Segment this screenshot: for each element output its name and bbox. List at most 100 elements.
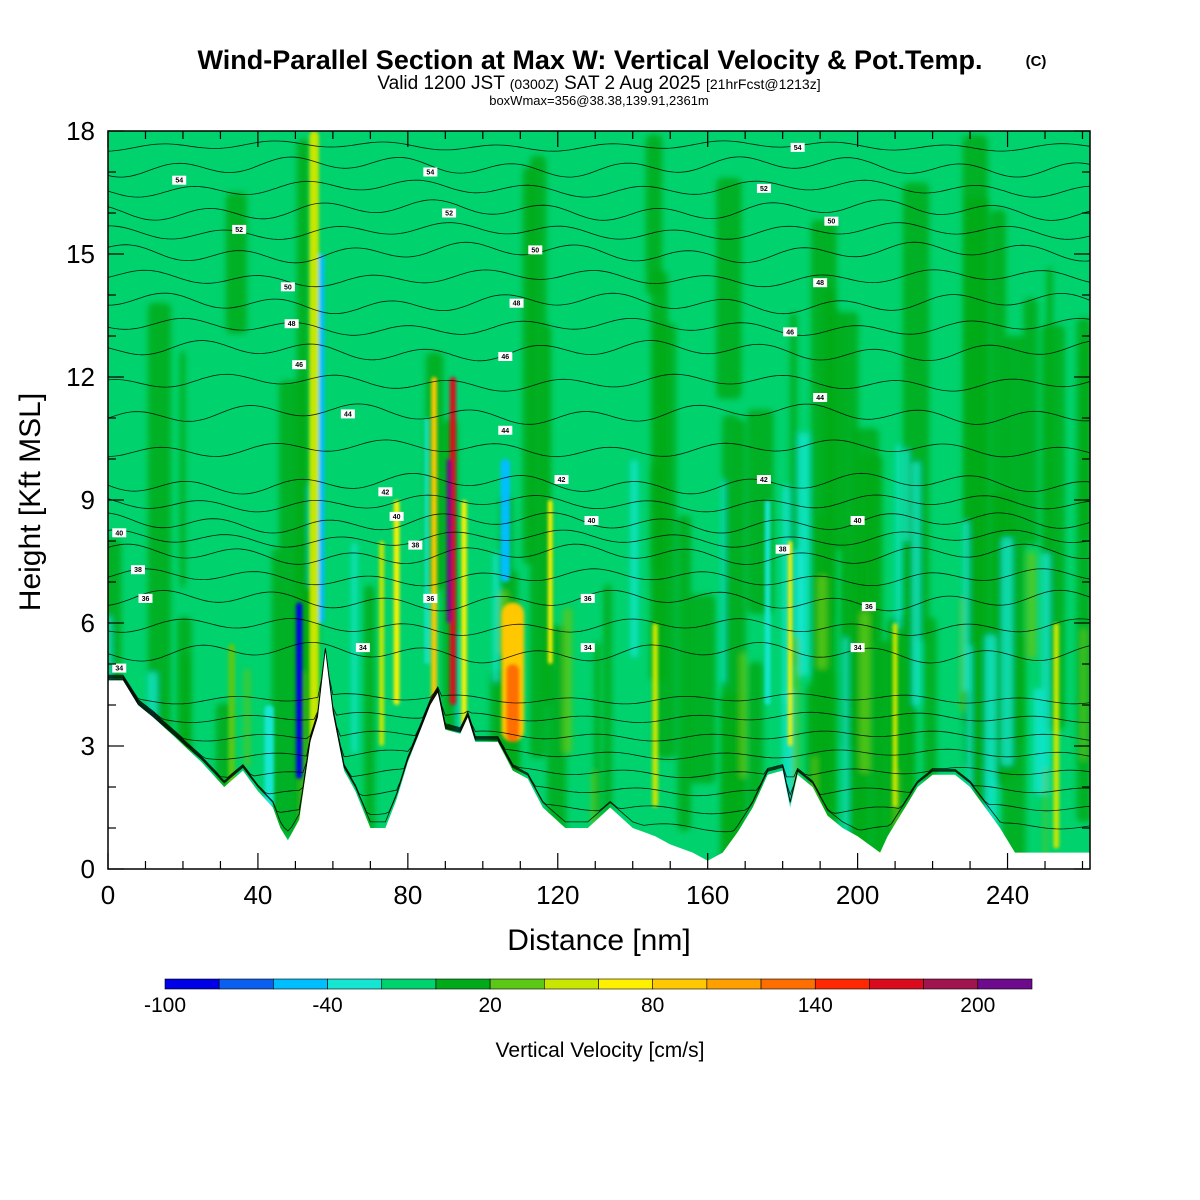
contour-label: 46 <box>295 362 303 369</box>
contour-label-box <box>292 360 307 370</box>
contour-label-box <box>280 282 295 292</box>
velocity-streak <box>1033 688 1044 795</box>
downdraft-core <box>500 459 510 582</box>
contour-label-box <box>756 475 771 484</box>
velocity-streak <box>529 155 547 759</box>
velocity-streak <box>493 552 499 683</box>
updraft-core <box>379 541 385 746</box>
contour-label-box <box>498 352 513 361</box>
colorbar: -100 -40 20 80 140 200 <box>144 978 1033 1017</box>
contour-label-box <box>498 425 513 435</box>
colorbar-swatch <box>218 978 274 990</box>
velocity-streak <box>563 607 572 754</box>
contour-label: 46 <box>786 329 794 336</box>
y-tick-label: 6 <box>81 608 95 638</box>
theta-contour-minor <box>108 529 1090 548</box>
velocity-streak <box>990 209 1007 646</box>
colorbar-swatch <box>814 978 870 990</box>
theta-contour <box>108 199 1090 221</box>
velocity-streak <box>1001 537 1013 766</box>
theta-contour-minor <box>108 222 1090 240</box>
contour-label: 38 <box>134 567 142 574</box>
contour-label: 48 <box>816 280 824 287</box>
velocity-streak <box>351 542 358 754</box>
theta-contour-labels: 34 34 34 34 36 36 36 36 38 38 38 40 40 40 40 42 42 42 44 44… <box>112 142 876 673</box>
theta-contour-minor <box>108 650 1090 760</box>
contour-label: 42 <box>381 489 389 496</box>
velocity-streak <box>960 598 964 712</box>
contour-label-box <box>509 298 524 308</box>
updraft-core <box>228 643 236 787</box>
velocity-streak <box>654 323 677 758</box>
y-tick-label: 3 <box>81 731 95 761</box>
colorbar-swatch <box>273 978 328 990</box>
contour-label: 52 <box>445 211 453 218</box>
contour-label-box <box>232 224 247 234</box>
contour-label-box <box>340 409 355 419</box>
updraft-core <box>449 377 456 705</box>
y-tick-label: 12 <box>66 362 95 392</box>
box-info: boxWmax=356@38.38,139.91,2361m <box>489 93 709 108</box>
velocity-streak <box>860 611 870 773</box>
contour-label-box <box>580 643 595 653</box>
contour-label: 36 <box>584 596 592 603</box>
contour-label: 34 <box>359 645 367 652</box>
velocity-streak <box>364 585 375 869</box>
updraft-core <box>652 623 659 808</box>
contour-label: 50 <box>284 284 292 291</box>
contour-label-box <box>813 393 828 402</box>
velocity-streak <box>1076 318 1090 823</box>
contour-label: 52 <box>760 186 768 193</box>
theta-contour-minor <box>108 140 1090 152</box>
contour-label-box <box>775 544 790 554</box>
velocity-streak <box>603 584 612 869</box>
x-axis-title: Distance [nm] <box>507 924 690 957</box>
y-tick-label: 18 <box>66 116 95 146</box>
contour-label-box <box>756 183 771 193</box>
contour-label: 54 <box>426 170 434 177</box>
x-tick-label: 120 <box>536 880 579 910</box>
contour-label: 36 <box>426 596 434 603</box>
x-tick-label: 160 <box>686 880 729 910</box>
downdraft-core <box>296 602 303 779</box>
colorbar-swatch <box>327 978 383 990</box>
y-tick-label: 0 <box>81 854 95 884</box>
theta-contour-minor <box>108 654 1090 833</box>
contour-label-box <box>408 540 423 550</box>
x-tick-label: 40 <box>243 880 272 910</box>
downdraft-core <box>318 254 325 623</box>
x-tick-label: 240 <box>986 880 1029 910</box>
contour-label: 42 <box>760 477 768 484</box>
contour-label: 34 <box>584 645 592 652</box>
contour-label: 44 <box>501 428 509 435</box>
contour-label: 54 <box>794 145 802 152</box>
contour-label-box <box>130 565 145 575</box>
colorbar-title: Vertical Velocity [cm/s] <box>496 1039 705 1062</box>
velocity-streak <box>1043 768 1048 869</box>
contour-label-box <box>355 643 370 653</box>
velocity-streak <box>1023 298 1038 546</box>
velocity-streak <box>895 444 901 630</box>
contour-label: 42 <box>558 477 566 484</box>
velocity-streak <box>817 575 827 669</box>
colorbar-swatch <box>923 978 979 990</box>
velocity-streak <box>902 182 930 641</box>
velocity-streak <box>740 652 747 778</box>
contour-label-box <box>584 516 599 525</box>
contour-label: 54 <box>175 178 183 185</box>
theta-contour-minor <box>108 568 1090 587</box>
theta-contour <box>108 403 1090 425</box>
contour-label: 44 <box>344 411 352 418</box>
velocity-streak <box>984 635 997 858</box>
theta-contour <box>108 472 1090 495</box>
x-tick-label: 0 <box>101 880 115 910</box>
colorbar-swatch <box>489 978 545 990</box>
contour-label: 44 <box>816 395 824 402</box>
theta-contour-minor <box>108 618 1090 636</box>
velocity-streak <box>630 459 639 658</box>
theta-contour-minor <box>108 439 1090 458</box>
theta-contour-minor <box>108 649 1090 742</box>
contour-label-box <box>138 593 153 603</box>
